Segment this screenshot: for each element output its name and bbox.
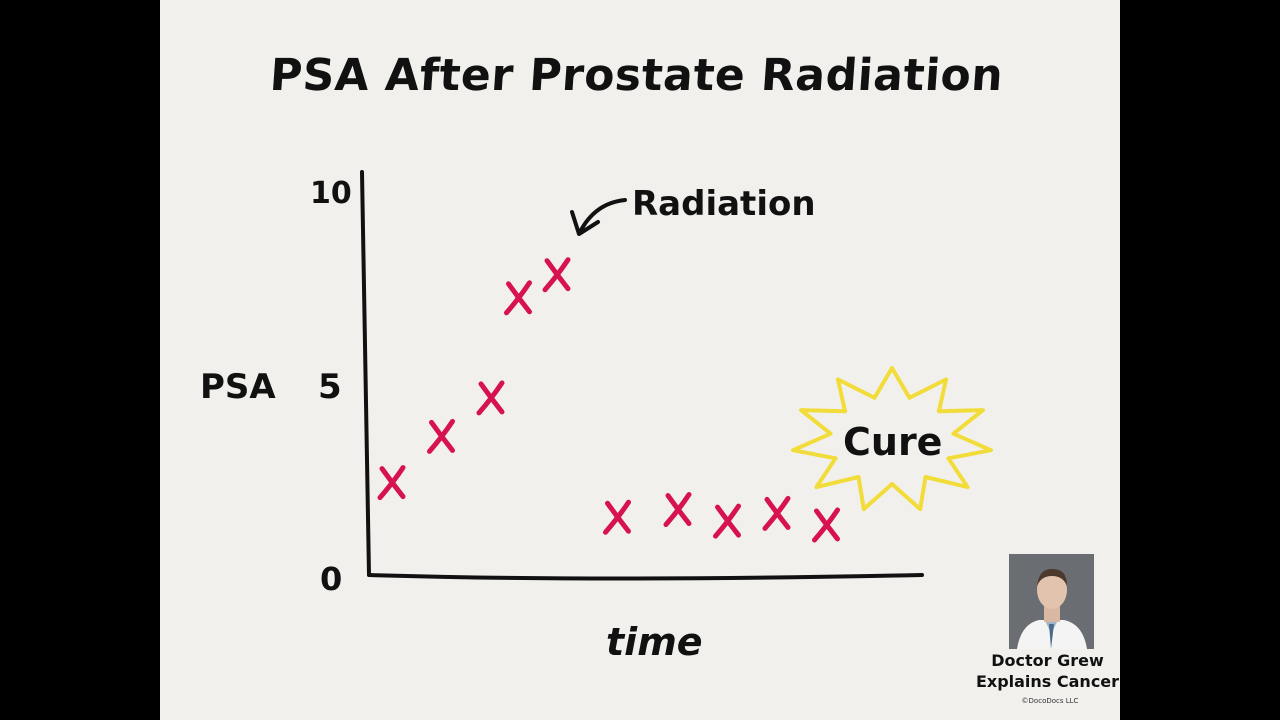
annotation-cure: Cure (843, 420, 942, 464)
x-axis-label: time (606, 620, 703, 664)
data-point-x-mark (504, 280, 532, 316)
data-point-x-mark (542, 257, 571, 293)
brand-line-2: Explains Cancer (975, 672, 1120, 691)
data-point-x-mark (476, 380, 505, 416)
y-axis-label: PSA (200, 367, 276, 407)
y-tick-label-5: 5 (318, 367, 342, 407)
y-axis (360, 170, 371, 577)
radiation-arrow (578, 198, 627, 234)
y-tick-label-10: 10 (310, 176, 352, 211)
data-point-x-mark (603, 499, 631, 535)
data-point-x-mark (713, 503, 741, 539)
scatter-chart: 10 5 0 PSA time Radiation Cure (200, 170, 993, 664)
data-point-x-mark (377, 465, 406, 501)
branding: Doctor Grew Explains Cancer (960, 650, 1120, 692)
copyright: ©DocoDocs LLC (1021, 697, 1079, 705)
radiation-arrowhead (570, 210, 600, 236)
annotation-radiation: Radiation (632, 184, 816, 224)
slide: PSA After Prostate Radiation 10 5 0 PSA … (160, 0, 1120, 720)
data-point-x-mark (663, 492, 692, 528)
data-point-x-mark (762, 495, 791, 531)
brand-line-1: Doctor Grew (991, 651, 1104, 670)
data-points (377, 257, 840, 543)
data-point-x-mark (427, 418, 455, 454)
data-point-x-mark (812, 507, 840, 543)
presenter-portrait (1009, 554, 1094, 649)
x-axis (367, 573, 924, 581)
y-tick-label-0: 0 (320, 560, 342, 598)
cure-starburst (791, 366, 993, 512)
